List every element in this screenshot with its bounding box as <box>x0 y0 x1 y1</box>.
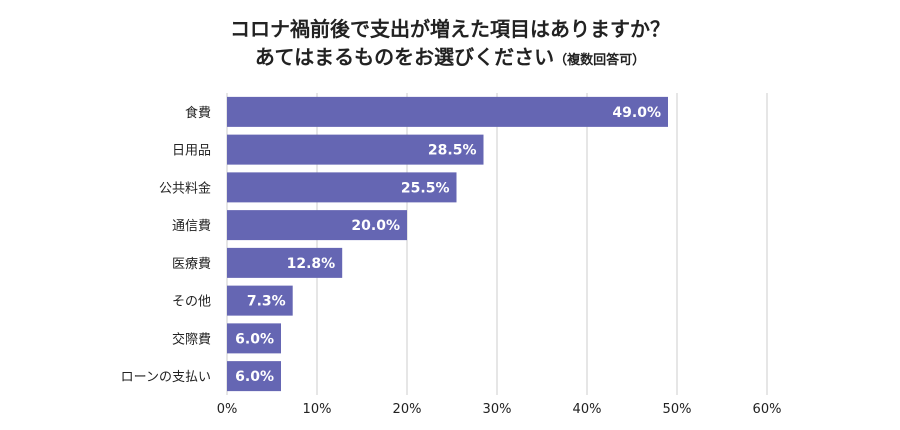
x-axis-ticks: 0% 10% 20% 30% 40% 50% 60% <box>217 402 782 417</box>
category-label: 通信費 <box>172 219 211 234</box>
x-tick-label: 10% <box>303 402 332 417</box>
bar <box>227 361 281 392</box>
category-label: 日用品 <box>172 144 211 159</box>
x-tick-label: 60% <box>753 402 782 417</box>
data-label: 12.8% <box>287 256 336 272</box>
category-label: 交際費 <box>172 331 211 347</box>
category-label: 医療費 <box>172 257 211 272</box>
x-tick-label: 20% <box>393 402 422 417</box>
x-tick-label: 0% <box>217 402 238 417</box>
data-label: 25.5% <box>401 180 450 196</box>
data-label: 49.0% <box>612 105 661 121</box>
data-label: 20.0% <box>351 218 400 234</box>
data-label: 6.0% <box>235 331 274 347</box>
category-label: 食費 <box>185 105 211 121</box>
x-tick-label: 30% <box>483 402 512 417</box>
bar <box>227 172 457 203</box>
chart-title-line1: コロナ禍前後で支出が増えた項目はありますか？ <box>230 17 670 41</box>
bar <box>227 96 668 127</box>
x-tick-label: 50% <box>663 402 692 417</box>
bar <box>227 247 343 278</box>
chart-title-main: あてはまるものをお選びください <box>254 45 555 69</box>
category-label: その他 <box>172 295 211 310</box>
category-label: ローンの支払い <box>121 370 211 385</box>
bar <box>227 210 407 241</box>
bar <box>227 134 484 165</box>
x-tick-label: 40% <box>573 402 602 417</box>
data-label: 7.3% <box>247 294 286 310</box>
data-label: 28.5% <box>428 143 477 159</box>
data-label: 6.0% <box>235 369 274 385</box>
bar <box>227 323 281 354</box>
chart-title-note: （複数回答可） <box>554 53 646 68</box>
bar <box>227 285 293 316</box>
bars: 49.0% 28.5% 25.5% 20.0% 12.8% 7.3% 6.0% 6.0% <box>227 96 668 392</box>
chart-title-line2: あてはまるものをお選びください（複数回答可） <box>0 44 900 74</box>
category-label: 公共料金 <box>159 180 211 196</box>
